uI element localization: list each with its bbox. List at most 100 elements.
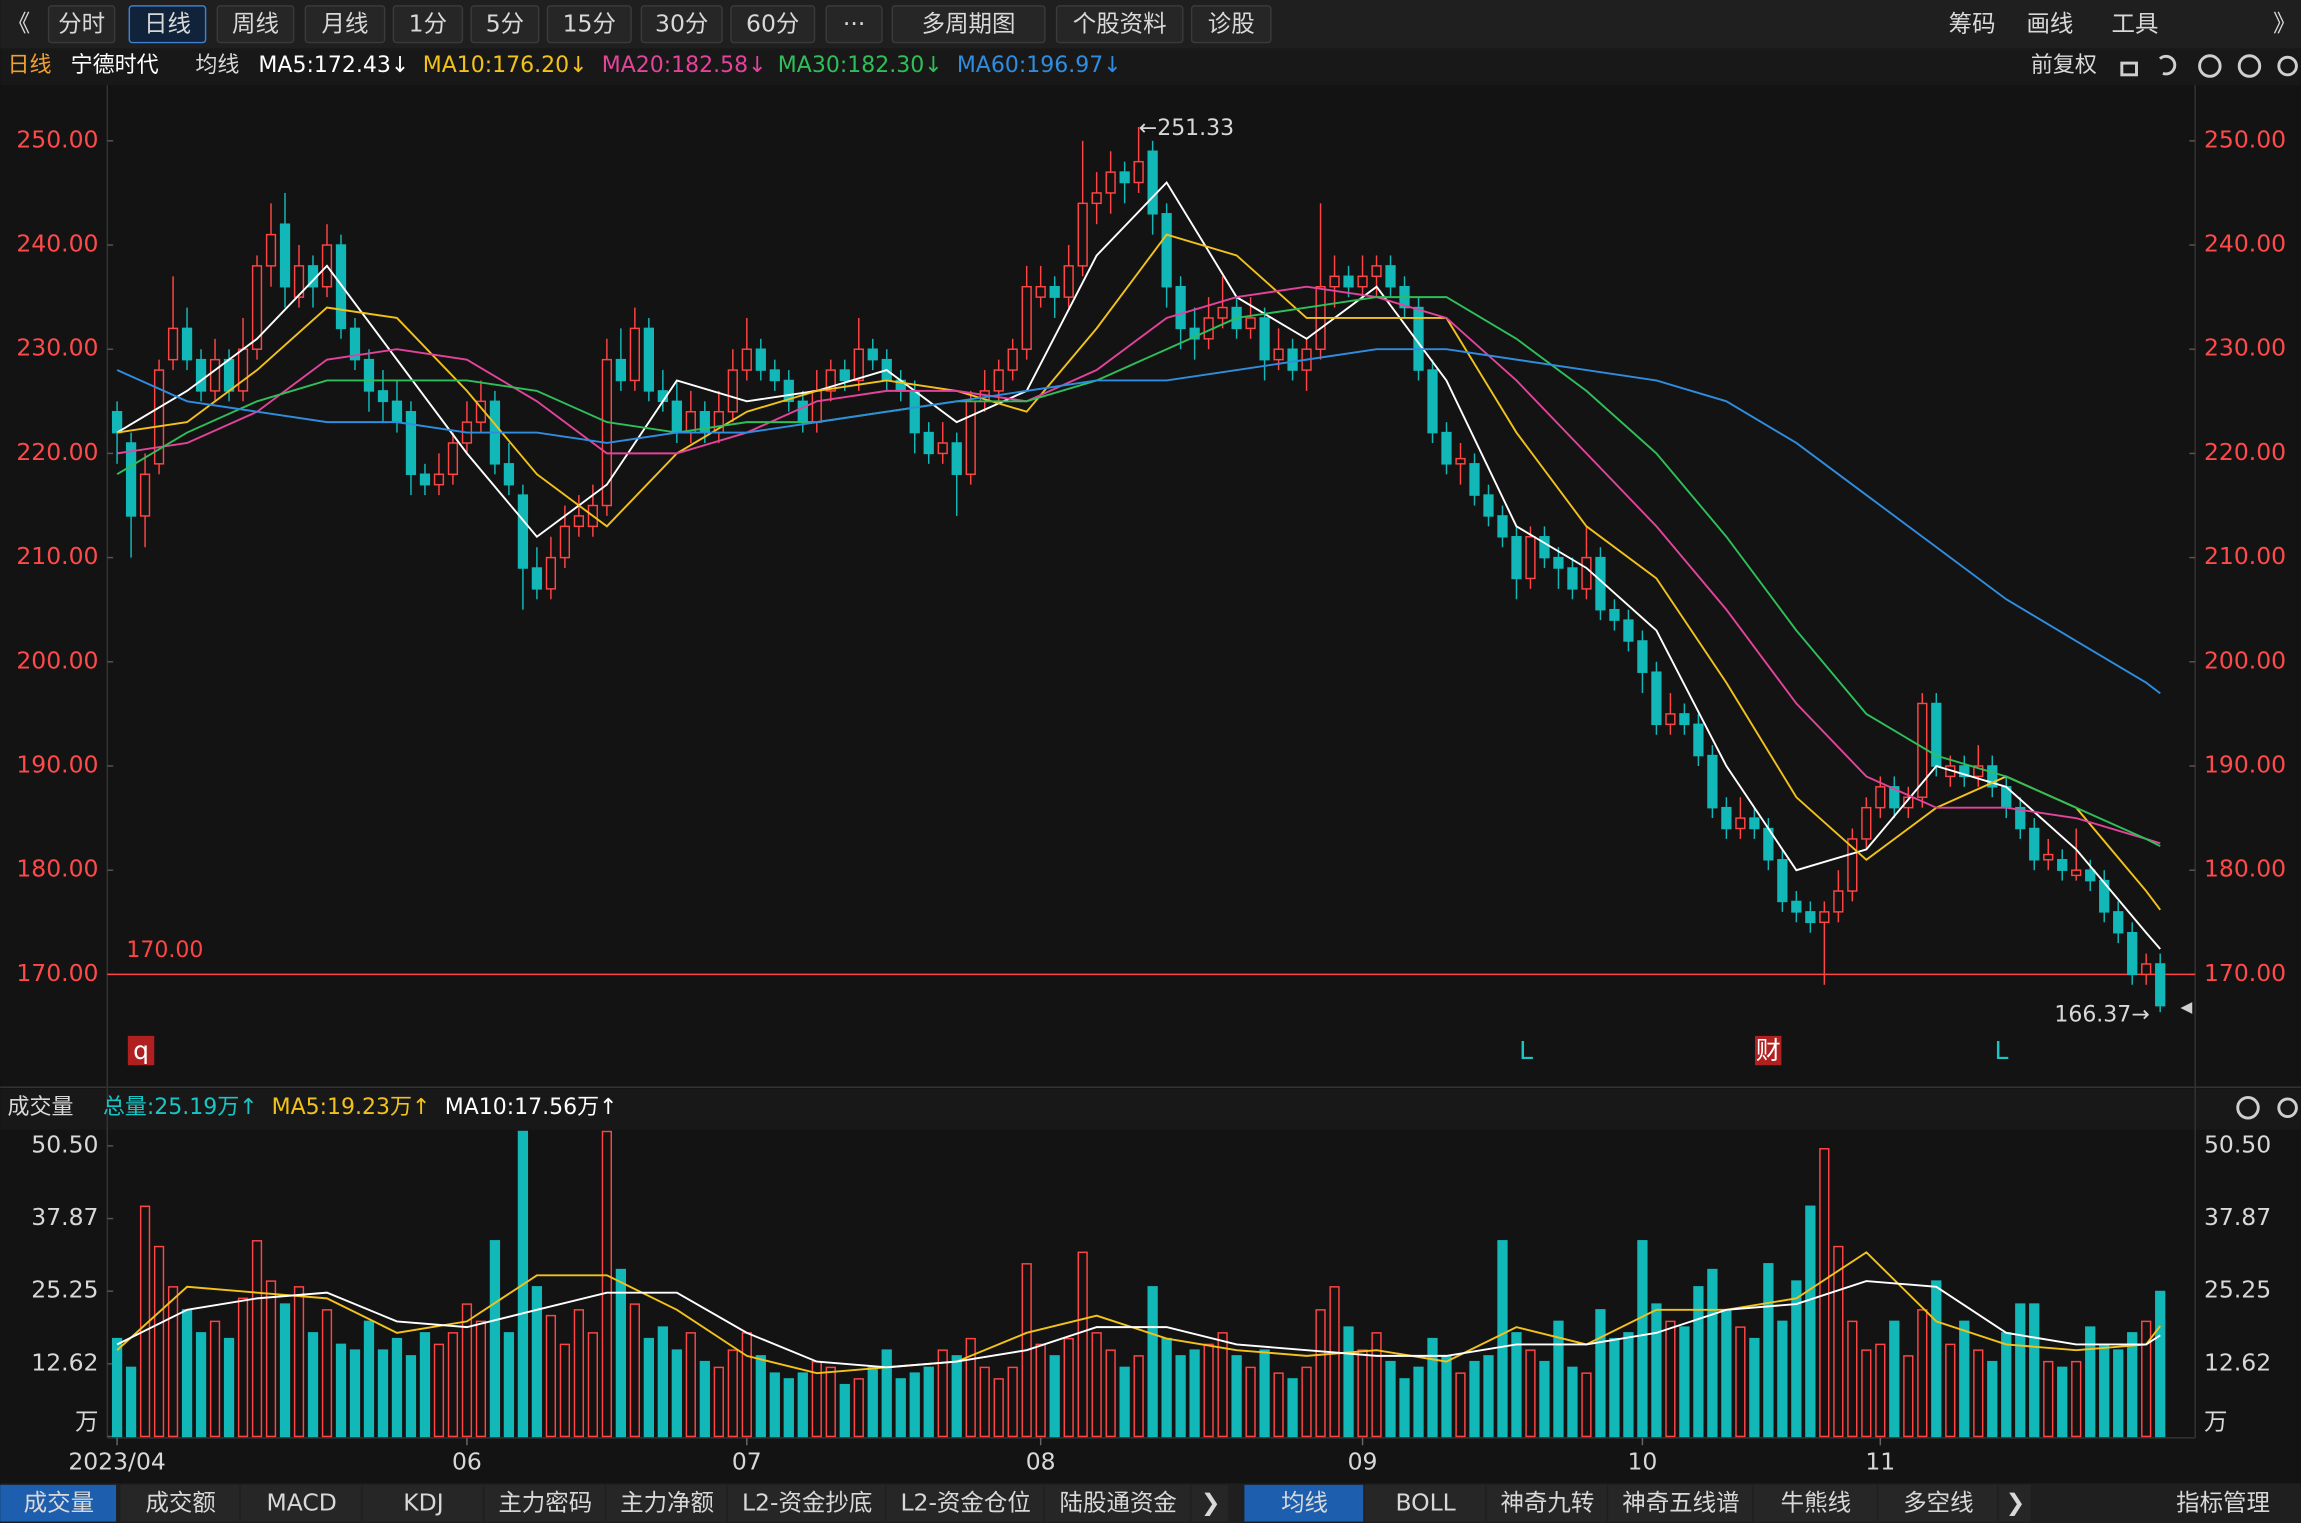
undo-icon[interactable] <box>2158 54 2177 76</box>
toolbar-label[interactable]: 周线 <box>232 9 279 37</box>
lock-icon[interactable] <box>2120 61 2138 77</box>
toolbar-label[interactable]: 月线 <box>322 9 369 37</box>
toolbar-label[interactable]: 诊股 <box>1208 9 1255 37</box>
overlay-tab-label[interactable]: BOLL <box>1395 1488 1455 1516</box>
overlay-tab-label[interactable]: 多空线 <box>1903 1488 1973 1516</box>
indicator-tab[interactable] <box>0 1484 117 1522</box>
indicator-tab-label[interactable]: 成交额 <box>145 1488 215 1516</box>
toolbar-button[interactable] <box>546 5 632 44</box>
toolbar-label[interactable]: 60分 <box>746 9 799 37</box>
candle-body <box>1441 431 1452 465</box>
toolbar-label[interactable]: 个股资料 <box>1073 9 1167 37</box>
toolbar-button[interactable] <box>47 5 116 44</box>
indicator-tab[interactable] <box>1044 1484 1191 1522</box>
toolbar-button[interactable] <box>470 5 540 44</box>
volume-bar <box>559 1343 571 1438</box>
candle-body <box>265 233 277 267</box>
indicator-tab[interactable] <box>120 1484 240 1522</box>
toolbar-button[interactable] <box>1190 5 1272 44</box>
overlay-tab[interactable] <box>1486 1484 1607 1522</box>
ma-label[interactable]: 均线 <box>195 53 239 78</box>
indicator-tab[interactable] <box>484 1484 605 1522</box>
candle-body <box>559 525 571 559</box>
toolbar-button[interactable] <box>392 5 464 44</box>
volume-bar <box>1007 1366 1018 1438</box>
indicator-tab-label[interactable]: 陆股通资金 <box>1060 1488 1177 1516</box>
overlay-tab-label[interactable]: 牛熊线 <box>1781 1488 1851 1516</box>
toolbar-button[interactable] <box>1055 5 1184 44</box>
volume-bar <box>727 1349 738 1438</box>
toolbar-label[interactable]: 15分 <box>563 9 616 37</box>
candle-body <box>1735 817 1746 830</box>
overlay-tab[interactable] <box>1753 1484 1877 1522</box>
toolbar-label[interactable]: 画线 <box>2026 9 2073 37</box>
candle-body <box>629 327 640 382</box>
indicator-tab[interactable] <box>606 1484 727 1522</box>
indicator-tab[interactable] <box>727 1484 885 1522</box>
indicator-tab-label[interactable]: L2-资金仓位 <box>900 1488 1030 1516</box>
volume-bar <box>1595 1309 1606 1438</box>
toolbar-label[interactable]: 30分 <box>655 9 708 37</box>
overlay-tab[interactable] <box>1878 1484 1998 1522</box>
toolbar-button[interactable] <box>640 5 723 44</box>
close-icon[interactable] <box>2236 1096 2260 1120</box>
indicator-tab-label[interactable]: MACD <box>267 1488 337 1516</box>
indicator-tab-label[interactable]: ❯ <box>1201 1488 1221 1516</box>
toolbar-button[interactable] <box>304 5 386 44</box>
overlay-tab[interactable] <box>1244 1484 1364 1522</box>
event-marker[interactable]: q <box>133 1036 149 1065</box>
toolbar-label[interactable]: 1分 <box>409 9 447 37</box>
overlay-tab-label[interactable]: 神奇九转 <box>1500 1488 1594 1516</box>
indicator-manage[interactable]: 指标管理 <box>2176 1488 2270 1516</box>
toolbar-button[interactable] <box>216 5 295 44</box>
overlay-tab[interactable] <box>1364 1484 1486 1522</box>
indicator-tab-label[interactable]: 主力净额 <box>620 1488 714 1516</box>
candle-body <box>1805 911 1816 924</box>
event-marker[interactable]: 财 <box>1756 1036 1781 1065</box>
candle-body <box>1287 348 1298 371</box>
volume-tick-label: 37.87 <box>31 1203 98 1231</box>
indicator-tab[interactable] <box>1191 1484 1229 1522</box>
adjust-mode[interactable]: 前复权 <box>2031 53 2097 78</box>
overlay-tab[interactable] <box>1998 1484 2031 1522</box>
toolbar-label[interactable]: 多周期图 <box>922 9 1016 37</box>
toolbar-label[interactable]: 日线 <box>144 9 191 37</box>
toolbar-label[interactable]: ··· <box>843 9 865 37</box>
indicator-tab-label[interactable]: 成交量 <box>24 1488 94 1516</box>
volume-bar <box>1679 1326 1690 1438</box>
toolbar-label[interactable]: 《 <box>7 9 30 37</box>
overlay-tab-label[interactable]: 神奇五线谱 <box>1622 1488 1739 1516</box>
toolbar-label[interactable]: 工具 <box>2112 9 2159 37</box>
indicator-tab[interactable] <box>240 1484 362 1522</box>
indicator-tab[interactable] <box>362 1484 483 1522</box>
event-marker-box[interactable] <box>127 1035 155 1066</box>
overlay-tab-label[interactable]: ❯ <box>2006 1488 2026 1516</box>
indicator-tab[interactable] <box>886 1484 1044 1522</box>
overlay-tab-label[interactable]: 均线 <box>1281 1488 1328 1516</box>
toolbar-button[interactable] <box>891 5 1046 44</box>
candle-body <box>671 400 682 434</box>
toolbar-label[interactable]: 》 <box>2273 9 2296 37</box>
settings-icon[interactable] <box>2277 55 2298 77</box>
candle-body <box>1329 275 1340 288</box>
toolbar-button[interactable] <box>730 5 816 44</box>
zoom-out-icon[interactable] <box>2237 54 2262 78</box>
volume-bar <box>1665 1320 1676 1438</box>
zoom-in-icon[interactable] <box>2198 54 2222 78</box>
candle-body <box>139 473 151 517</box>
event-marker[interactable]: L <box>1995 1036 2009 1065</box>
toolbar-label[interactable]: 5分 <box>486 9 524 37</box>
indicator-tab-label[interactable]: 主力密码 <box>498 1488 592 1516</box>
volume-bar <box>881 1349 892 1438</box>
toolbar-button[interactable] <box>825 5 883 44</box>
toolbar-label[interactable]: 分时 <box>58 9 105 37</box>
overlay-tab[interactable] <box>1608 1484 1753 1522</box>
event-marker-box[interactable] <box>1755 1035 1782 1066</box>
indicator-tab-label[interactable]: KDJ <box>403 1488 443 1516</box>
volume-settings-icon[interactable] <box>2277 1097 2298 1119</box>
toolbar-button[interactable] <box>128 5 207 44</box>
volume-bar <box>587 1332 599 1438</box>
event-marker[interactable]: L <box>1519 1036 1533 1065</box>
toolbar-label[interactable]: 筹码 <box>1949 9 1996 37</box>
indicator-tab-label[interactable]: L2-资金抄底 <box>742 1488 872 1516</box>
